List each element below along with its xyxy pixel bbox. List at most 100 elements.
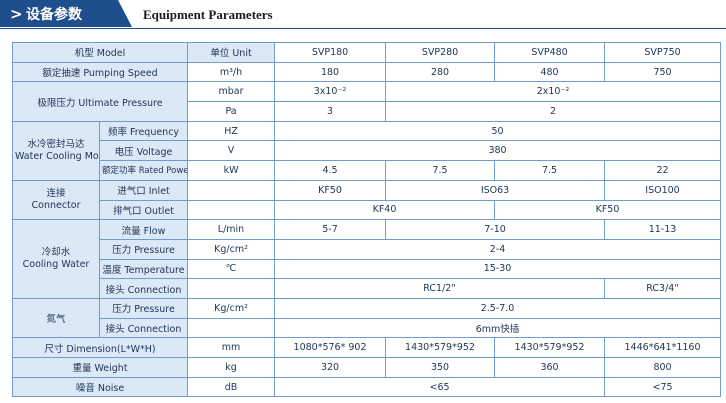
label-cell: 冷却水 Cooling Water [12,219,100,299]
cell-line: 水冷密封马达 [27,138,85,150]
value-cell: SVP480 [494,42,606,63]
table-row: 极限压力 Ultimate Pressure mbar 3x10⁻² 2x10⁻² [11,81,722,122]
label-cell: 温度 Temperature [98,258,189,280]
value-cell: ISO100 [604,179,722,201]
value-cell: 50 [274,120,722,142]
value-cell: m³/h [187,61,276,83]
value-cell: 4.5 [274,160,387,181]
table-row: 重量 Weight kg 320 350 360 800 [11,357,722,378]
value-cell: 3 [274,101,387,122]
value-cell: 750 [604,61,722,83]
header-tab [0,0,132,27]
value-cell: kW [187,160,276,181]
label-cell: 进气口 Inlet [98,179,189,201]
cell-line: 连接 [46,188,66,199]
value-cell [187,317,276,339]
value-cell [187,199,276,221]
header-arrow: > [10,5,23,23]
table-row: 氮气 压力 Pressure Kg/cm² 2.5-7.0 [12,297,722,339]
value-cell: SVP750 [604,42,722,63]
value-cell [187,278,276,299]
value-cell: 7.5 [385,160,496,181]
value-cell: Kg/cm² [187,238,276,260]
value-cell: 7.5 [494,160,606,181]
value-cell: ℃ [187,258,276,280]
value-cell: V [187,140,276,162]
table-row: 噪音 Noise dB <65 <75 [11,376,722,398]
header-subtitle: Equipment Parameters [143,7,273,22]
value-cell: 15-30 [274,258,722,280]
value-cell: Kg/cm² [187,297,276,319]
table-row: 电压 Voltage V 380 [13,140,722,162]
value-cell: RC1/2" [274,278,606,299]
value-cell: Pa [187,101,276,122]
value-cell: KF40 [274,199,496,221]
label-cell: 氮气 [12,297,100,339]
label-cell: 机型 Model [11,42,189,63]
label-cell: 极限压力 Ultimate Pressure [11,81,189,122]
value-cell: 350 [385,357,496,378]
value-cell: 1430*579*952 [385,337,496,358]
value-cell: SVP180 [274,42,387,63]
label-cell: 连接 Connector [12,179,100,221]
value-cell: 11-13 [604,219,722,240]
value-cell: KF50 [274,179,387,201]
table-row: 排气口 Outlet KF40 KF50 [13,199,722,221]
header: > 设备参数 Equipment Parameters [0,0,726,29]
label-cell: 排气口 Outlet [98,199,189,221]
value-cell: 2x10⁻² [385,81,722,103]
value-cell: 800 [604,357,722,378]
label-cell: 接头 Connection [98,317,189,339]
value-cell: 3x10⁻² [274,81,387,103]
label-cell: 尺寸 Dimension(L*W*H) [11,337,189,358]
value-cell: 6mm快插 [274,317,722,339]
table-row: 接头 Connection 6mm快插 [13,317,722,339]
spec-table: 机型 Model 单位 Unit SVP180 SVP280 SVP480 SVP750 … [11,42,722,398]
value-cell: 2 [385,101,722,122]
table-row: 接头 Connection RC1/2" RC3/4" [13,278,722,299]
table-row: 尺寸 Dimension(L*W*H) mm 1080*576* 902 1430*5… [11,337,722,358]
value-cell: kg [187,357,276,378]
value-cell: 480 [494,61,606,83]
cell-line: 冷却水 [41,247,71,259]
cell-line: Connector [31,200,81,211]
label-cell: 重量 Weight [11,357,189,378]
value-cell: 7-10 [385,219,606,240]
label-cell: 额定功率 Rated Power [98,160,189,181]
value-cell: HZ [187,120,276,142]
value-cell: ISO63 [385,179,606,201]
value-cell: 2-4 [274,238,722,260]
cell-line: Cooling Water [22,259,90,271]
label-cell: 流量 Flow [98,219,189,240]
value-cell: KF50 [494,199,722,221]
value-cell: 5-7 [274,219,387,240]
label-cell: 压力 Pressure [98,297,189,319]
value-cell: 1430*579*952 [494,337,606,358]
table-row: 连接 Connector 进气口 Inlet KF50 ISO63 ISO100 [12,179,722,221]
label-cell: 接头 Connection [98,278,189,299]
label-cell: 压力 Pressure [98,238,189,260]
value-cell: 1080*576* 902 [274,337,387,358]
table-row: 机型 Model 单位 Unit SVP180 SVP280 SVP480 SVP750 [11,42,722,63]
value-cell: L/min [187,219,276,240]
value-cell: 320 [274,357,387,378]
value-cell: <65 [274,376,606,398]
table-row: 冷却水 Cooling Water 流量 Flow L/min 5-7 7-10 11-13 [12,219,722,299]
value-cell: SVP280 [385,42,496,63]
value-cell: 2.5-7.0 [274,297,722,319]
header-title: 设备参数 [26,6,83,23]
value-cell: <75 [604,376,722,398]
value-cell: 1446*641*1160 [604,337,722,358]
value-cell: 380 [274,140,722,162]
table-row: 额定抽速 Pumping Speed m³/h 180 280 480 750 [11,61,722,83]
value-cell: 360 [494,357,606,378]
table-row: 额定功率 Rated Power kW 4.5 7.5 7.5 22 [13,160,722,181]
table-row: 压力 Pressure Kg/cm² 2-4 [13,238,722,260]
value-cell: mm [187,337,276,358]
cell-line: Water Cooling Motor [15,150,99,162]
value-cell: dB [187,376,276,398]
label-cell: 单位 Unit [187,42,276,63]
